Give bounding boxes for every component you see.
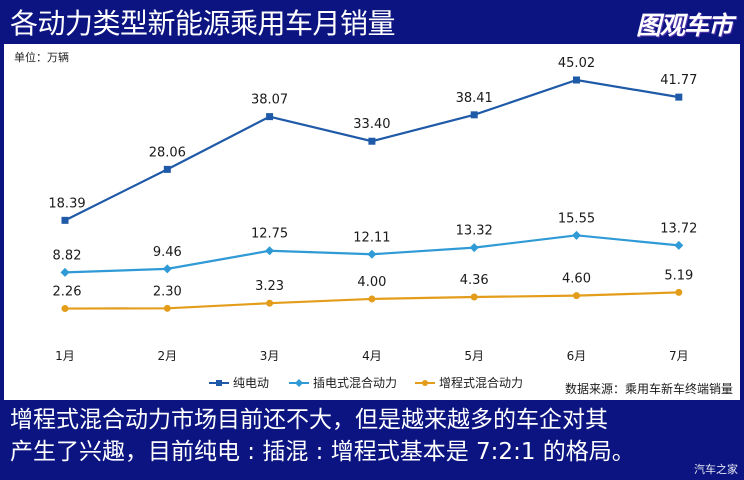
series-3-label-3: 3.23: [255, 279, 284, 294]
series-3-point-2: [163, 304, 171, 312]
x-tick-label-6: 6月: [567, 349, 587, 363]
series-2-point-1: [60, 267, 70, 277]
legend-label-2: 插电式混合动力: [313, 375, 397, 390]
series-2-point-3: [265, 246, 275, 256]
brand-logo: 图观车市: [635, 11, 733, 40]
x-tick-label-1: 1月: [55, 349, 75, 363]
x-tick-label-7: 7月: [669, 349, 689, 363]
series-1-point-3: [266, 113, 274, 121]
series-3-label-6: 4.60: [562, 272, 591, 287]
series-2-label-6: 15.55: [558, 211, 595, 226]
series-1-label-6: 45.02: [558, 56, 595, 71]
source-note: 数据来源：乘用车新车终端销量: [565, 381, 733, 396]
legend-label-1: 纯电动: [233, 376, 269, 390]
caption: 增程式混合动力市场目前还不大，但是越来越多的车企对其 产生了兴趣，目前纯电 : …: [10, 404, 710, 468]
series-1-label-5: 38.41: [456, 91, 493, 106]
x-tick-label-3: 3月: [260, 349, 280, 363]
series-3-point-3: [266, 299, 274, 307]
series-2-point-6: [572, 230, 581, 240]
series-1-point-6: [573, 76, 580, 84]
legend-marker-1: [216, 380, 222, 386]
series-1-label-7: 41.77: [660, 73, 697, 88]
caption-line-1: 增程式混合动力市场目前还不大，但是越来越多的车企对其: [10, 407, 608, 433]
series-2-label-3: 12.75: [251, 227, 288, 242]
series-3-label-1: 2.26: [53, 285, 82, 300]
series-2-label-4: 12.11: [353, 230, 390, 245]
legend-marker-2: [295, 379, 303, 387]
series-1-point-2: [163, 165, 171, 173]
unit-label: 单位：万辆: [14, 50, 69, 64]
chart-title: 各动力类型新能源乘用车月销量: [10, 7, 396, 40]
series-3-point-1: [61, 305, 69, 313]
x-tick-label-2: 2月: [157, 349, 177, 363]
series-3-label-5: 4.36: [460, 273, 489, 288]
series-1-point-7: [675, 93, 683, 101]
series-1-point-1: [61, 216, 69, 224]
series-1-label-3: 38.07: [251, 93, 288, 108]
legend-label-3: 增程式混合动力: [439, 375, 523, 390]
series-1-point-5: [470, 111, 478, 119]
series-2-point-5: [469, 243, 479, 253]
series-3-point-7: [675, 288, 683, 296]
chart-panel: 单位：万辆 18.39 28.06 38.07 33.40 38.41 45.02 41.7…: [4, 44, 740, 400]
series-3-point-5: [470, 293, 478, 301]
series-3-point-4: [368, 295, 376, 303]
series-3-label-2: 2.30: [153, 284, 182, 299]
series-2-point-7: [674, 240, 684, 250]
series-2-point-2: [162, 264, 172, 274]
series-1-label-4: 33.40: [353, 117, 390, 132]
x-tick-label-5: 5月: [464, 349, 484, 363]
line-chart: 单位：万辆 18.39 28.06 38.07 33.40 38.41 45.02 41.7…: [14, 50, 733, 396]
series-2-label-5: 13.32: [456, 224, 493, 239]
x-tick-label-4: 4月: [362, 349, 382, 363]
series-3-label-4: 4.00: [357, 275, 386, 290]
legend-marker-3: [422, 380, 428, 386]
series-3-point-6: [573, 292, 580, 300]
series-2-point-4: [367, 249, 377, 259]
watermark: 汽车之家: [694, 463, 738, 476]
caption-line-2: 产生了兴趣，目前纯电 : 插混 : 增程式基本是 7:2:1 的格局。: [10, 439, 635, 465]
series-1-label-2: 28.06: [149, 145, 186, 160]
series-1-point-4: [368, 137, 376, 145]
series-3-label-7: 5.19: [664, 268, 693, 283]
series-2-label-7: 13.72: [660, 221, 697, 236]
series-2-label-1: 8.82: [53, 248, 82, 263]
series-2-label-2: 9.46: [153, 245, 182, 260]
series-1-label-1: 18.39: [48, 196, 85, 211]
